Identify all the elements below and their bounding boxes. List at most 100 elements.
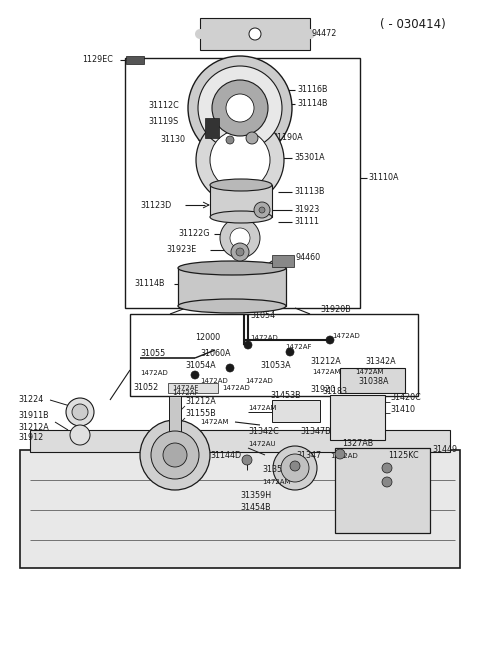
Text: 31116B: 31116B [297,86,327,94]
Bar [330,395,385,440]
Circle shape [70,425,90,445]
Circle shape [163,443,187,467]
Circle shape [244,341,252,349]
Circle shape [72,404,88,420]
Text: 31453B: 31453B [270,392,300,400]
Circle shape [242,455,252,465]
Text: 31112C: 31112C [148,100,179,109]
Text: 31359B: 31359B [262,466,293,474]
Circle shape [198,66,282,150]
Text: 1472AD: 1472AD [245,378,273,384]
Circle shape [226,94,254,122]
Text: 31119S: 31119S [148,117,178,126]
Bar [272,255,294,267]
Text: 31054A: 31054A [185,360,216,369]
Text: 31912: 31912 [18,434,43,443]
Text: 31113B: 31113B [294,187,324,196]
Circle shape [259,207,265,213]
Text: 31342C: 31342C [248,428,279,436]
Circle shape [66,398,94,426]
Text: 31911B: 31911B [18,411,48,421]
Text: 1472AM: 1472AM [312,369,340,375]
Text: 31123D: 31123D [140,200,171,210]
Text: 31449: 31449 [432,445,457,455]
Circle shape [195,29,205,39]
Ellipse shape [210,179,272,191]
Text: 31155B: 31155B [185,409,216,419]
Text: 1472AM: 1472AM [355,369,384,375]
Text: 31052: 31052 [133,383,158,392]
Circle shape [254,202,270,218]
Text: 1472AM: 1472AM [248,405,276,411]
Text: 1472AF: 1472AF [172,390,199,396]
Circle shape [326,336,334,344]
Circle shape [191,371,199,379]
Circle shape [246,132,258,144]
Text: 31454B: 31454B [240,504,271,512]
Circle shape [230,228,250,248]
Text: 31114B: 31114B [297,100,327,109]
Bar [126,56,144,64]
Circle shape [212,80,268,136]
Circle shape [188,56,292,160]
Bar [20,450,460,568]
Bar [205,118,219,138]
Circle shape [286,348,294,356]
Bar [200,18,310,50]
Circle shape [305,29,315,39]
Circle shape [382,463,392,473]
Text: 31111: 31111 [294,217,319,227]
Ellipse shape [210,211,272,223]
Text: ( - 030414): ( - 030414) [380,18,446,31]
Text: 35301A: 35301A [294,153,324,162]
Bar [169,396,181,456]
Circle shape [151,431,199,479]
Text: 12000: 12000 [195,333,220,343]
Circle shape [335,449,345,459]
Text: 1472AF: 1472AF [285,344,312,350]
Text: 1472AD: 1472AD [332,333,360,339]
Circle shape [236,248,244,256]
Circle shape [290,461,300,471]
Text: 1472AD: 1472AD [250,335,278,341]
Ellipse shape [178,261,286,275]
Text: 31410: 31410 [390,405,415,415]
Circle shape [382,477,392,487]
Bar [168,383,218,393]
Text: 31923E: 31923E [166,246,196,255]
Text: 1327AB: 1327AB [342,440,373,449]
Text: 31053A: 31053A [260,360,290,369]
Bar [210,185,272,217]
Text: 31347: 31347 [296,451,321,460]
Text: 31144D: 31144D [210,451,241,460]
Circle shape [226,364,234,372]
Bar [130,314,418,396]
Text: 1125KC: 1125KC [388,451,419,460]
Text: 1472AD: 1472AD [222,385,250,391]
Text: 31212A: 31212A [185,398,216,407]
Text: 31212A: 31212A [310,358,341,367]
Text: 1472AM: 1472AM [262,479,290,485]
Circle shape [273,446,317,490]
Text: 31420C: 31420C [390,394,421,403]
Bar [30,430,450,452]
Ellipse shape [178,299,286,313]
Bar [340,368,405,393]
Circle shape [281,454,309,482]
Text: 1472AD: 1472AD [200,378,228,384]
Text: 31923: 31923 [294,206,319,214]
Text: 1472AF: 1472AF [172,385,199,391]
Bar [335,448,430,533]
Text: 31055: 31055 [140,348,165,358]
Bar [272,400,320,422]
Circle shape [226,136,234,144]
Text: 31114B: 31114B [134,280,165,288]
Text: 31054: 31054 [250,312,275,320]
Text: 31183: 31183 [322,388,347,396]
Text: 31359H: 31359H [240,491,271,500]
Text: 31920B: 31920B [320,305,351,314]
Text: 31130: 31130 [160,136,185,145]
Text: 31212A: 31212A [18,422,49,432]
Bar [125,58,360,308]
Text: 94460: 94460 [295,253,320,263]
